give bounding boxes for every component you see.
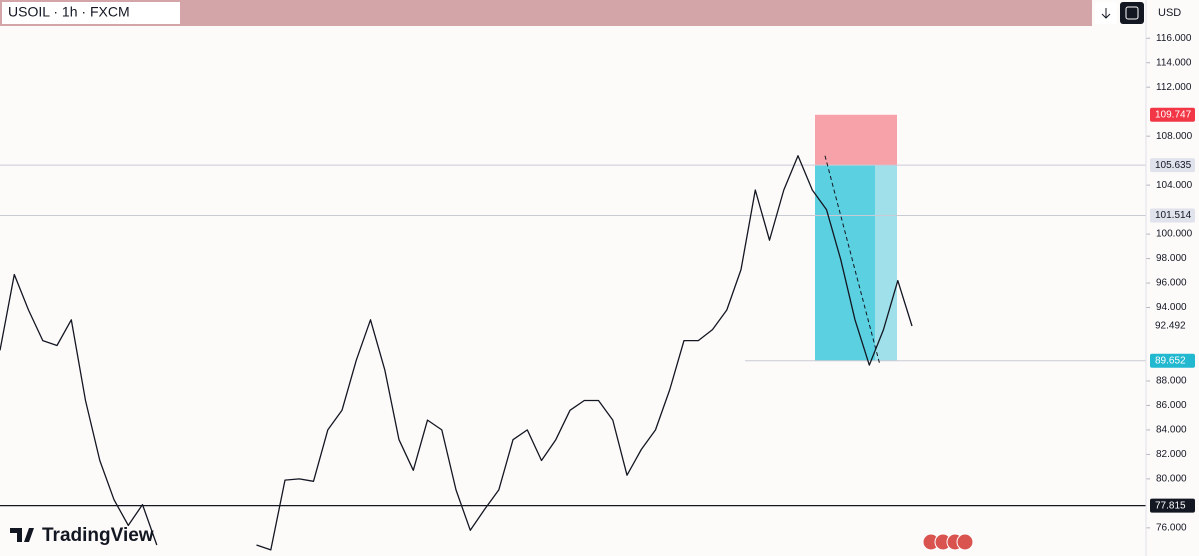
y-tick-label: 94.000	[1156, 302, 1187, 313]
price-badge	[1150, 498, 1195, 513]
price-badge-label: 101.514	[1155, 210, 1192, 221]
y-tick-label: 100.000	[1156, 229, 1193, 240]
fullscreen-icon	[1125, 6, 1139, 20]
logo	[10, 528, 34, 542]
price-badge	[1150, 158, 1195, 173]
price-badge-label: 77.815	[1155, 500, 1186, 511]
y-tick-label: 84.000	[1156, 425, 1187, 436]
y-tick-label: 104.000	[1156, 180, 1193, 191]
symbol: USOIL · 1h · FXCM	[8, 4, 130, 20]
current-price: 92.492	[1155, 321, 1186, 332]
currency[interactable]: USD	[1158, 7, 1181, 19]
stop-zone	[815, 114, 897, 166]
y-tick-label: 96.000	[1156, 278, 1187, 289]
price-badge	[1150, 107, 1195, 122]
watermark: TradingView	[42, 525, 154, 546]
y-tick-label: 108.000	[1156, 131, 1193, 142]
y-tick-label: 76.000	[1156, 522, 1187, 533]
y-tick-label: 82.000	[1156, 449, 1187, 460]
price-badge	[1150, 353, 1195, 368]
header-bar	[0, 0, 1092, 26]
y-tick-label: 86.000	[1156, 400, 1187, 411]
price-line-series	[0, 155, 913, 551]
trend-dash	[824, 155, 881, 366]
arrow-icon	[1101, 8, 1111, 19]
y-tick-label: 112.000	[1156, 82, 1192, 93]
y-tick-label: 116.000	[1156, 33, 1192, 44]
flag-icon	[956, 533, 974, 551]
target-zone-filled	[815, 165, 875, 361]
y-tick-label: 80.000	[1156, 474, 1187, 485]
price-badge-label: 105.635	[1155, 160, 1192, 171]
price-badge	[1150, 208, 1195, 223]
flags	[922, 533, 974, 551]
logo-icon	[10, 528, 34, 542]
fullscreen-button[interactable]	[1120, 2, 1144, 24]
y-tick-label: 88.000	[1156, 376, 1187, 387]
price-badge-label: 109.747	[1155, 109, 1192, 120]
y-tick-label: 98.000	[1156, 253, 1187, 264]
symbol-box[interactable]	[2, 2, 180, 24]
price-badge-label: 89.652	[1155, 355, 1186, 366]
y-tick-label: 114.000	[1156, 57, 1192, 68]
